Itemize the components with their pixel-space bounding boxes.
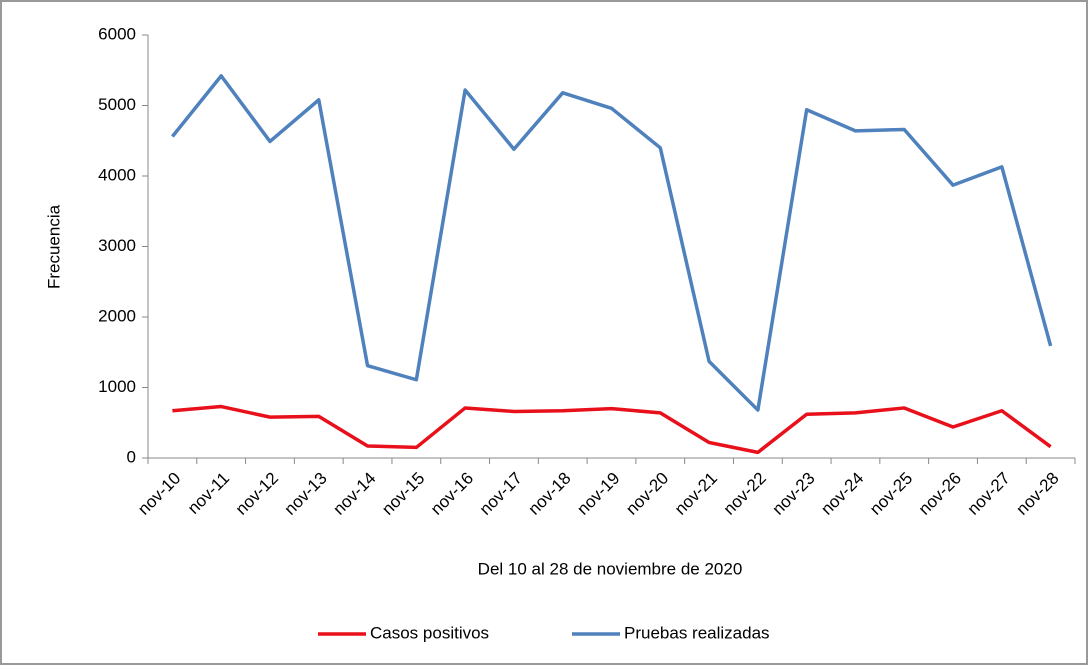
y-tick-label: 3000 <box>98 236 136 255</box>
series-line <box>171 74 1053 412</box>
legend-label: Pruebas realizadas <box>624 623 770 642</box>
y-tick-label: 5000 <box>98 95 136 114</box>
series-line <box>172 404 1052 455</box>
legend-label: Casos positivos <box>370 623 489 642</box>
y-tick-label: 1000 <box>98 377 136 396</box>
x-axis-label: Del 10 al 28 de noviembre de 2020 <box>478 559 743 578</box>
y-tick-label: 6000 <box>98 24 136 43</box>
y-axis-label: Frecuencia <box>44 204 63 289</box>
y-tick-label: 4000 <box>98 165 136 184</box>
y-tick-label: 2000 <box>98 306 136 325</box>
y-tick-label: 0 <box>127 447 136 466</box>
